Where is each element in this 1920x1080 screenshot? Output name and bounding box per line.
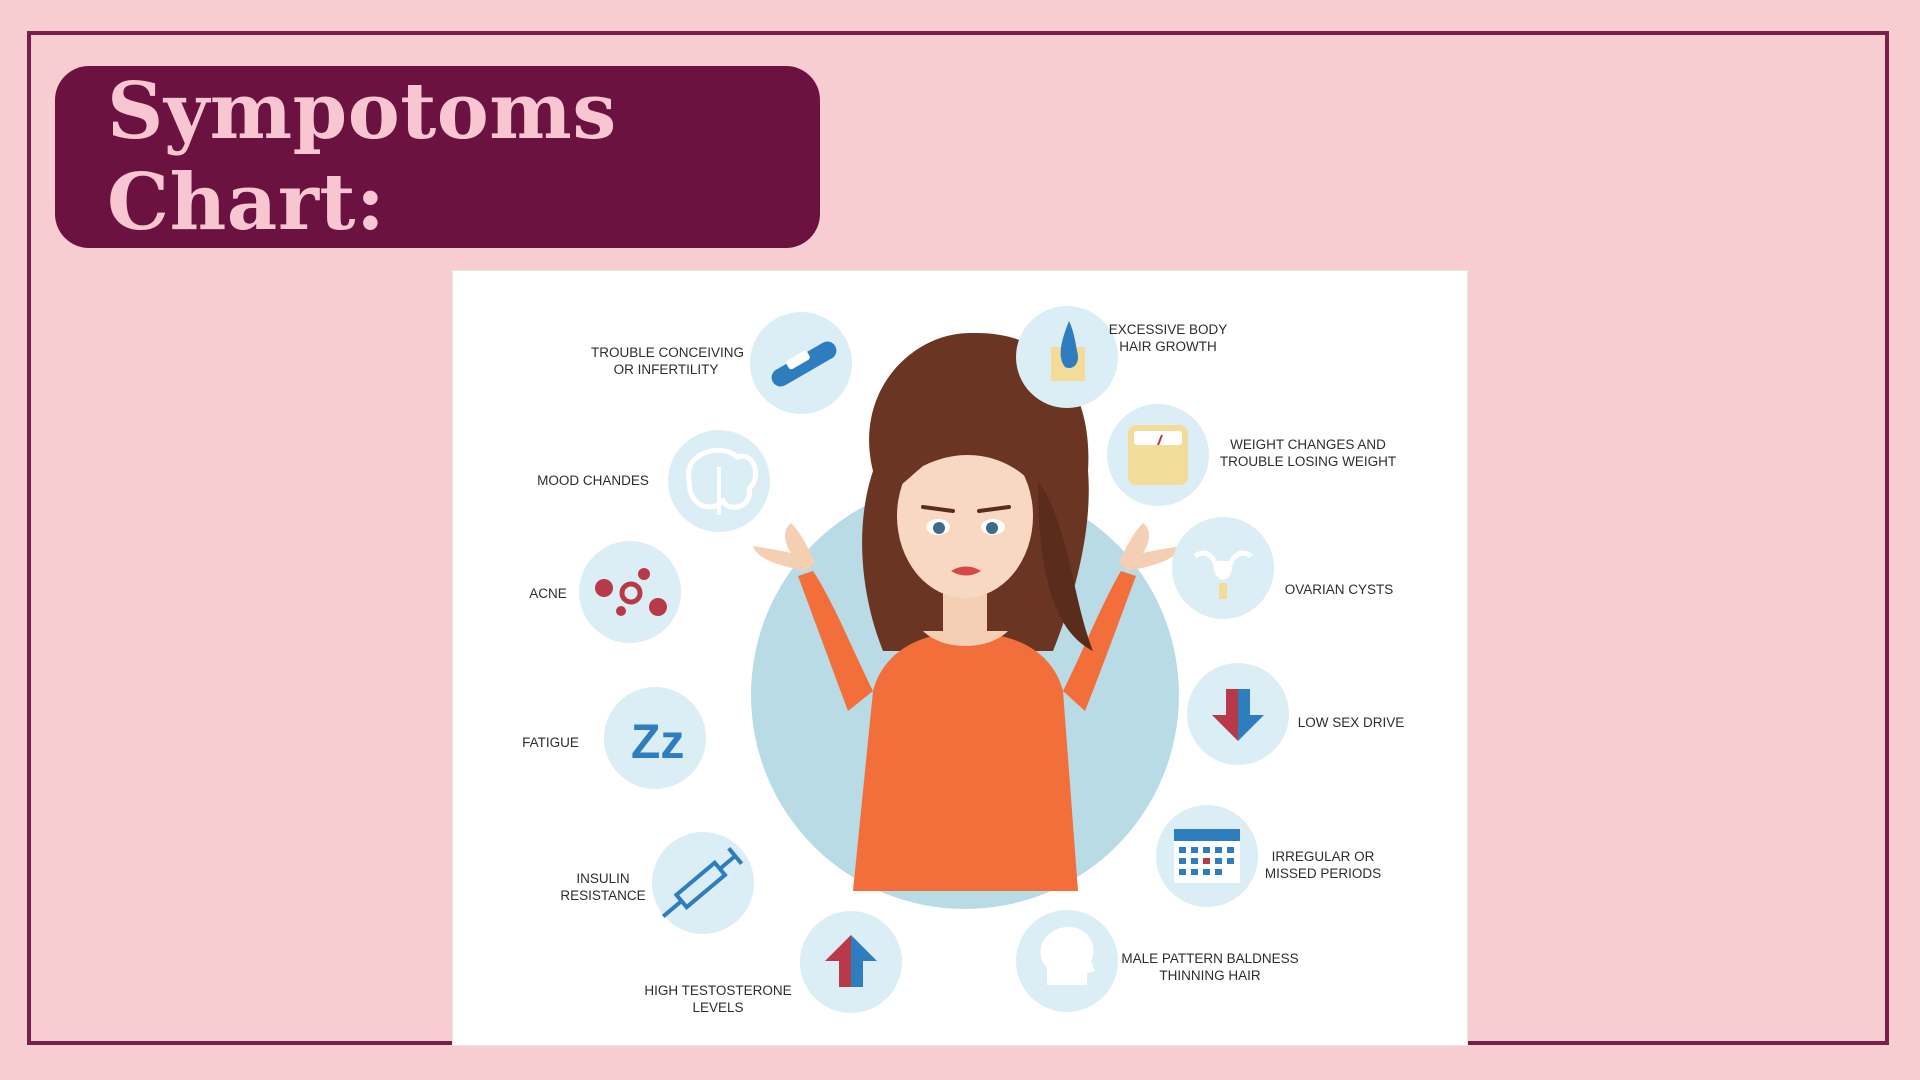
label-low-sex-drive: LOW SEX DRIVE [1297,715,1405,730]
label-high-testosterone: HIGH TESTOSTERONE LEVELS [644,983,792,1015]
label-mood-changes: MOOD CHANDES [537,473,649,488]
label-ovarian-cysts: OVARIAN CYSTS [1284,582,1394,597]
label-acne: ACNE [529,586,567,601]
pregnancy-test-icon [750,312,852,414]
page-title: Sympotoms Chart: [107,66,617,248]
hair-growth-icon [1016,306,1118,408]
acne-icon [579,541,681,643]
label-weight-changes: WEIGHT CHANGES AND TROUBLE LOSING WEIGHT [1219,437,1397,469]
symptoms-illustration: Zz [579,306,1289,1013]
label-irregular-periods: IRREGULAR OR MISSED PERIODS [1264,849,1382,881]
symptoms-illustration-panel: Zz [453,271,1467,1045]
sleep-icon: Zz [604,687,706,789]
woman-figure [753,332,1181,891]
calendar-icon [1156,805,1258,907]
syringe-icon [652,832,754,934]
fatigue-icon-text: Zz [631,716,684,769]
label-fatigue: FATIGUE [522,735,579,750]
arrow-down-icon [1187,663,1289,765]
uterus-icon [1172,517,1274,619]
scale-icon [1107,404,1209,506]
label-excessive-hair: EXCESSIVE BODY HAIR GROWTH [1108,322,1228,354]
label-insulin-resistance: INSULIN RESISTANCE [560,871,646,903]
title-banner: Sympotoms Chart: [55,66,820,248]
label-trouble-conceiving: TROUBLE CONCEIVING OR INFERTILITY [591,345,745,377]
brain-icon [668,430,770,532]
head-silhouette-icon [1016,910,1118,1012]
label-baldness: MALE PATTERN BALDNESS THINNING HAIR [1121,951,1299,983]
arrow-up-icon [800,911,902,1013]
